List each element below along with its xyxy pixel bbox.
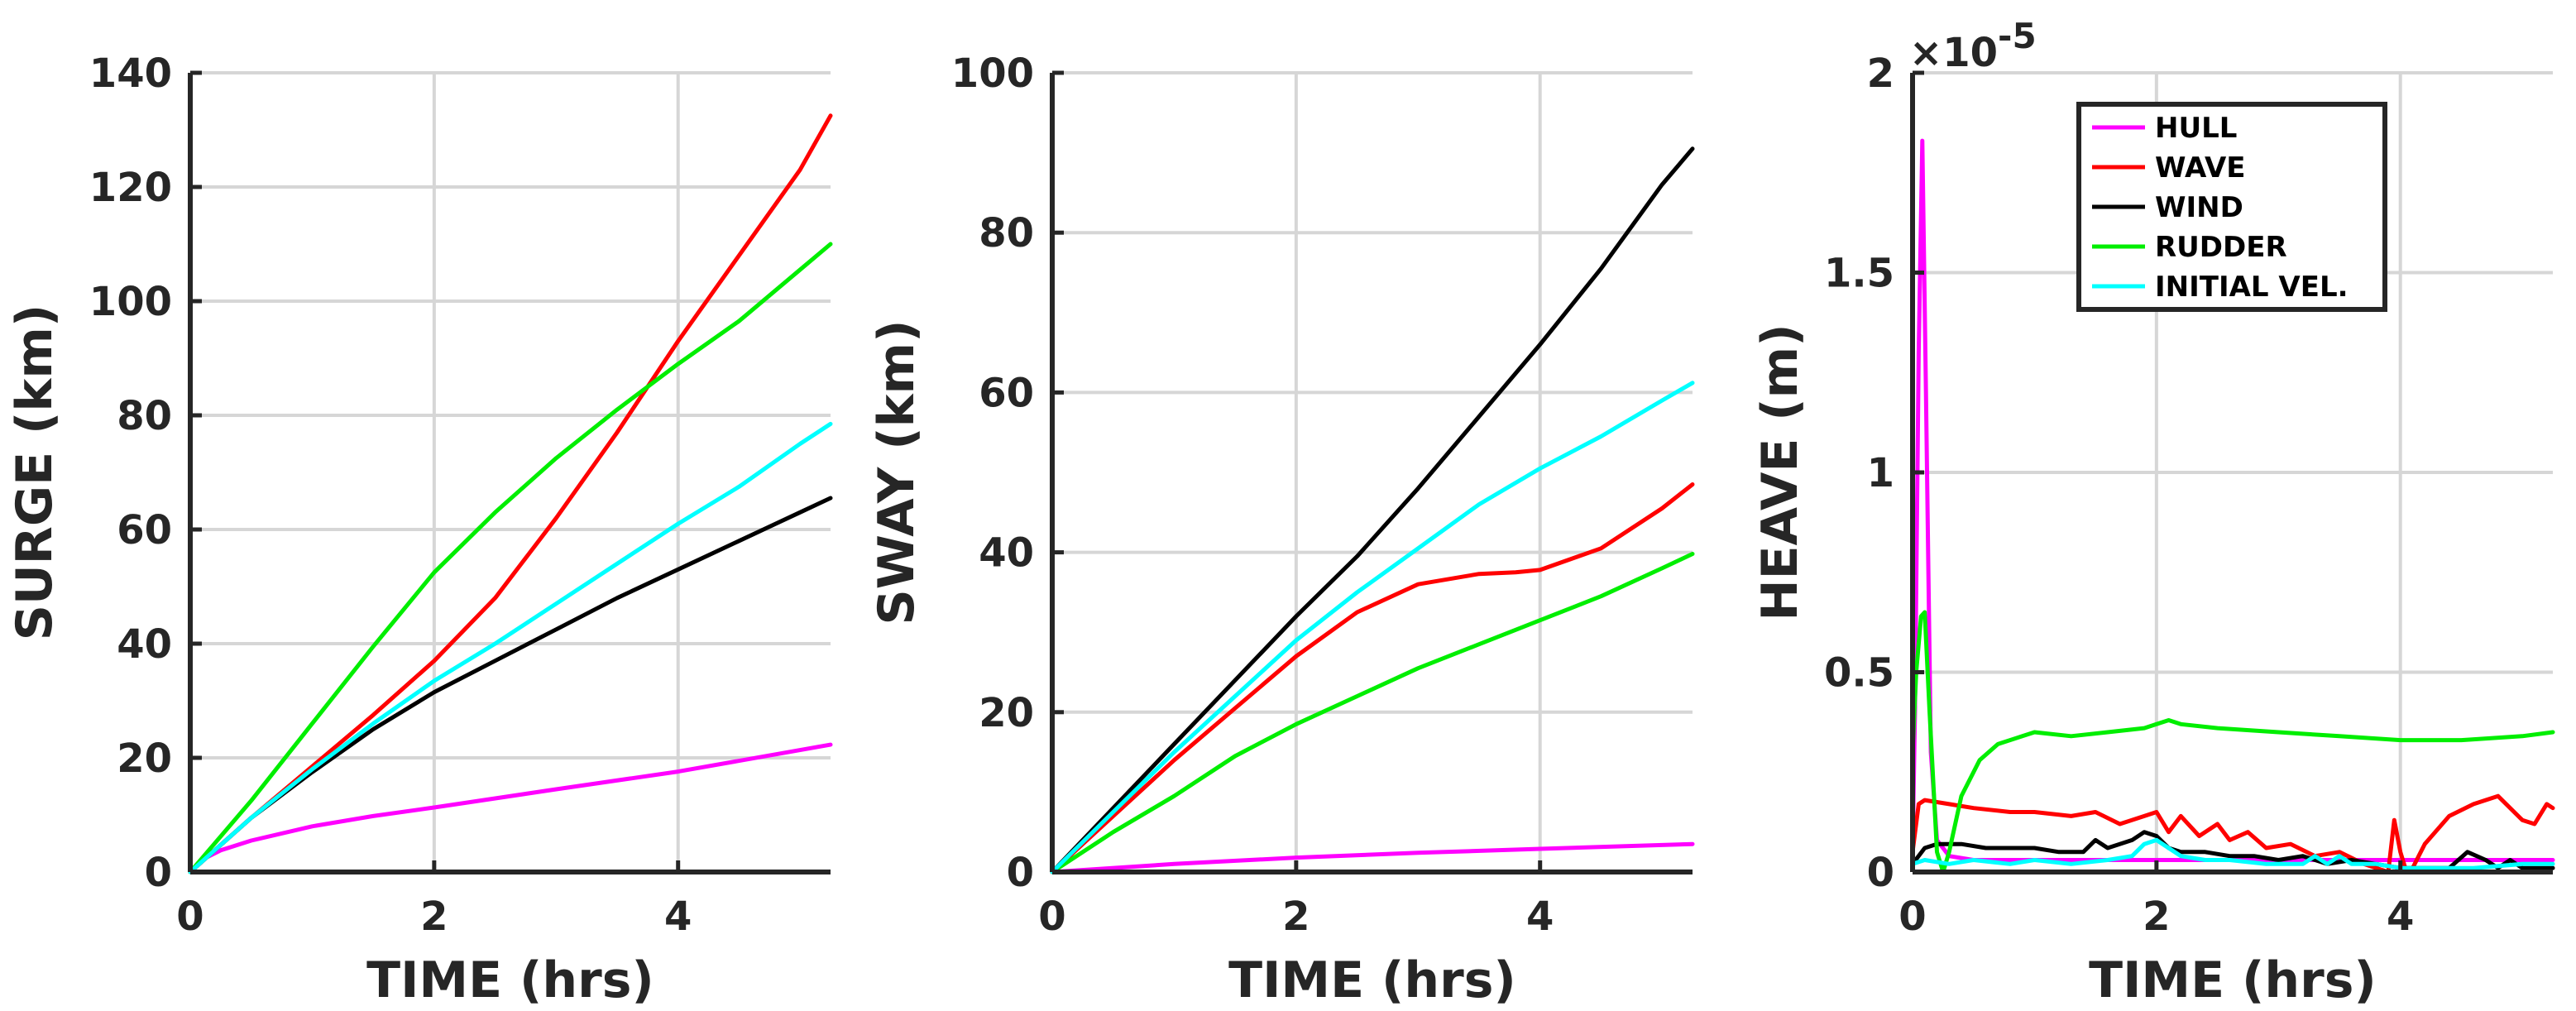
x-axis-label: TIME (hrs) xyxy=(2089,951,2377,1009)
legend-entry: WIND xyxy=(2155,191,2243,224)
series-line-wave xyxy=(1910,793,2555,874)
legend-entry: INITIAL VEL. xyxy=(2155,271,2349,304)
legend-entry: WAVE xyxy=(2155,151,2246,184)
series-line-initial-vel xyxy=(188,421,833,874)
y-exponent-label: ×10-5 xyxy=(1909,16,2037,76)
y-tick-label: 80 xyxy=(117,393,172,439)
legend-entry: HULL xyxy=(2155,112,2237,145)
series-line-rudder xyxy=(1910,610,2555,874)
y-tick-label: 20 xyxy=(979,690,1034,736)
x-tick-label: 0 xyxy=(1898,894,1926,940)
y-tick-label: 60 xyxy=(117,507,172,553)
series-line-wind xyxy=(1910,830,2555,870)
y-tick-label: 40 xyxy=(979,530,1034,577)
series-line-hull xyxy=(1050,841,1695,874)
series-line-rudder xyxy=(1050,552,1695,874)
y-tick-label: 60 xyxy=(979,370,1034,416)
series-line-wind xyxy=(1050,146,1695,874)
x-axis-label: TIME (hrs) xyxy=(366,951,654,1009)
series-line-initial-vel xyxy=(1050,381,1695,874)
y-tick-label: 100 xyxy=(89,279,172,325)
y-tick-label: 0 xyxy=(1867,850,1894,896)
y-tick-label: 0 xyxy=(145,850,172,896)
y-axis-label: SWAY (km) xyxy=(868,320,926,625)
series-line-wave xyxy=(1050,482,1695,874)
y-tick-label: 1.5 xyxy=(1824,251,1894,297)
y-tick-label: 120 xyxy=(89,165,172,211)
x-axis-label: TIME (hrs) xyxy=(1228,951,1516,1009)
y-tick-label: 0 xyxy=(1007,850,1034,896)
y-tick-label: 1 xyxy=(1867,450,1894,496)
x-tick-label: 2 xyxy=(1282,894,1310,940)
y-axis-label: SURGE (km) xyxy=(6,304,64,641)
y-tick-label: 140 xyxy=(89,50,172,97)
x-tick-label: 4 xyxy=(2387,894,2414,940)
y-tick-label: 0.5 xyxy=(1824,650,1894,697)
y-tick-label: 80 xyxy=(979,210,1034,256)
x-tick-label: 4 xyxy=(1526,894,1554,940)
series-line-initial-vel xyxy=(1910,837,2555,870)
y-tick-label: 40 xyxy=(117,621,172,668)
legend-entry: RUDDER xyxy=(2155,231,2287,264)
y-tick-label: 20 xyxy=(117,735,172,782)
x-tick-label: 0 xyxy=(1038,894,1065,940)
x-tick-label: 2 xyxy=(2143,894,2170,940)
y-tick-label: 100 xyxy=(951,50,1034,97)
x-tick-label: 4 xyxy=(664,894,692,940)
x-tick-label: 0 xyxy=(176,894,203,940)
y-axis-label: HEAVE (m) xyxy=(1751,323,1809,620)
x-tick-label: 2 xyxy=(420,894,448,940)
series-line-rudder xyxy=(188,242,833,874)
y-tick-label: 2 xyxy=(1867,50,1894,97)
legend: HULL WAVE WIND RUDDER INITIAL VEL. xyxy=(2076,102,2387,312)
